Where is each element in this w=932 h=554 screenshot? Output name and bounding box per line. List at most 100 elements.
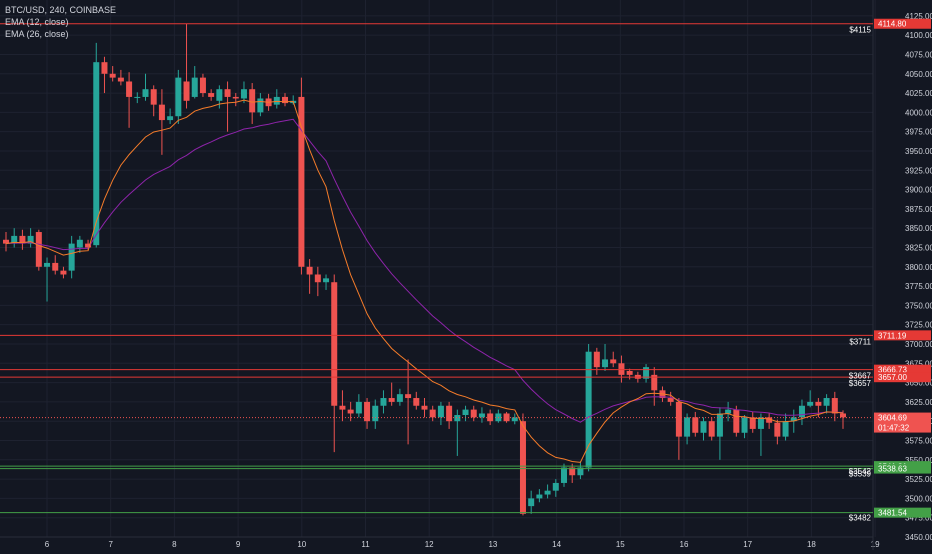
price-level-badge-text: 3711.19 bbox=[878, 331, 907, 340]
candle-body bbox=[503, 413, 510, 422]
x-tick-label: 18 bbox=[807, 540, 816, 549]
candle-body bbox=[831, 398, 838, 414]
symbol-title: BTC/USD, 240, COINBASE bbox=[5, 5, 117, 15]
candle-body bbox=[782, 421, 789, 437]
price-level-label: $3711 bbox=[849, 337, 871, 346]
x-tick-label: 13 bbox=[488, 540, 497, 549]
candle-body bbox=[93, 62, 100, 246]
price-level-badge-text: 4114.80 bbox=[878, 20, 907, 29]
y-tick-label: 3725.00 bbox=[905, 321, 932, 330]
candle-body bbox=[249, 89, 256, 113]
candle-body bbox=[19, 235, 26, 244]
x-tick-label: 12 bbox=[425, 540, 434, 549]
y-tick-label: 3800.00 bbox=[905, 263, 932, 272]
current-price-badge bbox=[874, 412, 931, 433]
candle-body bbox=[700, 421, 707, 433]
candle-body bbox=[134, 96, 141, 98]
ema-slow-legend: EMA (26, close) bbox=[5, 29, 69, 39]
candle-body bbox=[298, 96, 305, 267]
y-tick-label: 3525.00 bbox=[905, 475, 932, 484]
x-tick-label: 15 bbox=[616, 540, 625, 549]
candle-body bbox=[158, 104, 165, 121]
y-tick-label: 3625.00 bbox=[905, 398, 932, 407]
candle-body bbox=[331, 282, 338, 406]
candle-body bbox=[446, 405, 453, 422]
candle-body bbox=[602, 359, 609, 368]
candle-body bbox=[610, 359, 617, 364]
candle-body bbox=[437, 405, 444, 418]
price-level-badge bbox=[874, 463, 931, 474]
price-level-badge-text: 3481.54 bbox=[878, 509, 907, 518]
ema-26-line bbox=[5, 118, 844, 423]
y-tick-label: 3875.00 bbox=[905, 205, 932, 214]
candle-body bbox=[257, 98, 264, 113]
candle-body bbox=[11, 235, 18, 244]
candle-body bbox=[142, 89, 149, 97]
candle-body bbox=[823, 398, 830, 406]
price-level-badge bbox=[874, 507, 931, 518]
y-tick-label: 3775.00 bbox=[905, 282, 932, 291]
ema-fast-legend: EMA (12, close) bbox=[5, 17, 69, 27]
bar-countdown-text: 01:47:32 bbox=[878, 424, 910, 433]
price-level-badge-text: 3538.63 bbox=[878, 465, 907, 474]
y-tick-label: 3700.00 bbox=[905, 340, 932, 349]
candle-body bbox=[85, 243, 92, 248]
candle-body bbox=[470, 409, 477, 418]
y-tick-label: 3900.00 bbox=[905, 186, 932, 195]
y-tick-label: 4025.00 bbox=[905, 89, 932, 98]
candle-body bbox=[355, 401, 362, 414]
candle-body bbox=[183, 81, 190, 101]
candle-body bbox=[191, 77, 198, 97]
candle-body bbox=[807, 401, 814, 406]
price-level-label: $3667 bbox=[849, 372, 872, 381]
candle-body bbox=[536, 494, 543, 499]
x-tick-label: 14 bbox=[552, 540, 561, 549]
candle-body bbox=[454, 415, 461, 422]
candle-body bbox=[577, 467, 584, 476]
candle-body bbox=[487, 413, 494, 422]
candle-body bbox=[405, 394, 412, 399]
candle-body bbox=[651, 374, 658, 391]
candle-body bbox=[339, 405, 346, 410]
candle-body bbox=[372, 405, 379, 422]
y-tick-label: 3575.00 bbox=[905, 436, 932, 445]
x-tick-label: 8 bbox=[172, 540, 177, 549]
y-tick-label: 4125.00 bbox=[905, 12, 932, 21]
price-level-label: $3482 bbox=[849, 514, 872, 523]
current-price-text: 3604.69 bbox=[878, 414, 907, 423]
candle-body bbox=[462, 409, 469, 416]
price-level-label: $3657 bbox=[849, 379, 872, 388]
y-tick-label: 3925.00 bbox=[905, 166, 932, 175]
x-tick-label: 9 bbox=[236, 540, 241, 549]
candle-body bbox=[544, 490, 551, 495]
x-tick-label: 7 bbox=[108, 540, 113, 549]
price-level-label: $3542 bbox=[849, 467, 872, 476]
y-tick-label: 3550.00 bbox=[905, 456, 932, 465]
candle-body bbox=[798, 405, 805, 418]
candle-body bbox=[733, 409, 740, 433]
candle-body bbox=[585, 351, 592, 468]
y-tick-label: 3850.00 bbox=[905, 224, 932, 233]
candle-body bbox=[27, 235, 34, 244]
candle-body bbox=[3, 239, 9, 244]
y-tick-label: 3650.00 bbox=[905, 379, 932, 388]
candle-body bbox=[109, 73, 116, 78]
y-tick-label: 4050.00 bbox=[905, 70, 932, 79]
candle-body bbox=[692, 417, 699, 433]
candle-body bbox=[117, 77, 124, 82]
candle-body bbox=[306, 266, 313, 275]
x-tick-label: 11 bbox=[361, 540, 370, 549]
y-tick-label: 3975.00 bbox=[905, 128, 932, 137]
y-tick-label: 3825.00 bbox=[905, 243, 932, 252]
candle-body bbox=[421, 405, 428, 410]
price-level-label: $3539 bbox=[849, 470, 872, 479]
candle-body bbox=[774, 422, 781, 437]
ema-12-line bbox=[5, 99, 844, 463]
y-tick-label: 3500.00 bbox=[905, 494, 932, 503]
candle-body bbox=[364, 401, 371, 422]
candle-body bbox=[282, 96, 288, 104]
candle-body bbox=[766, 417, 773, 423]
candle-body bbox=[561, 467, 567, 483]
